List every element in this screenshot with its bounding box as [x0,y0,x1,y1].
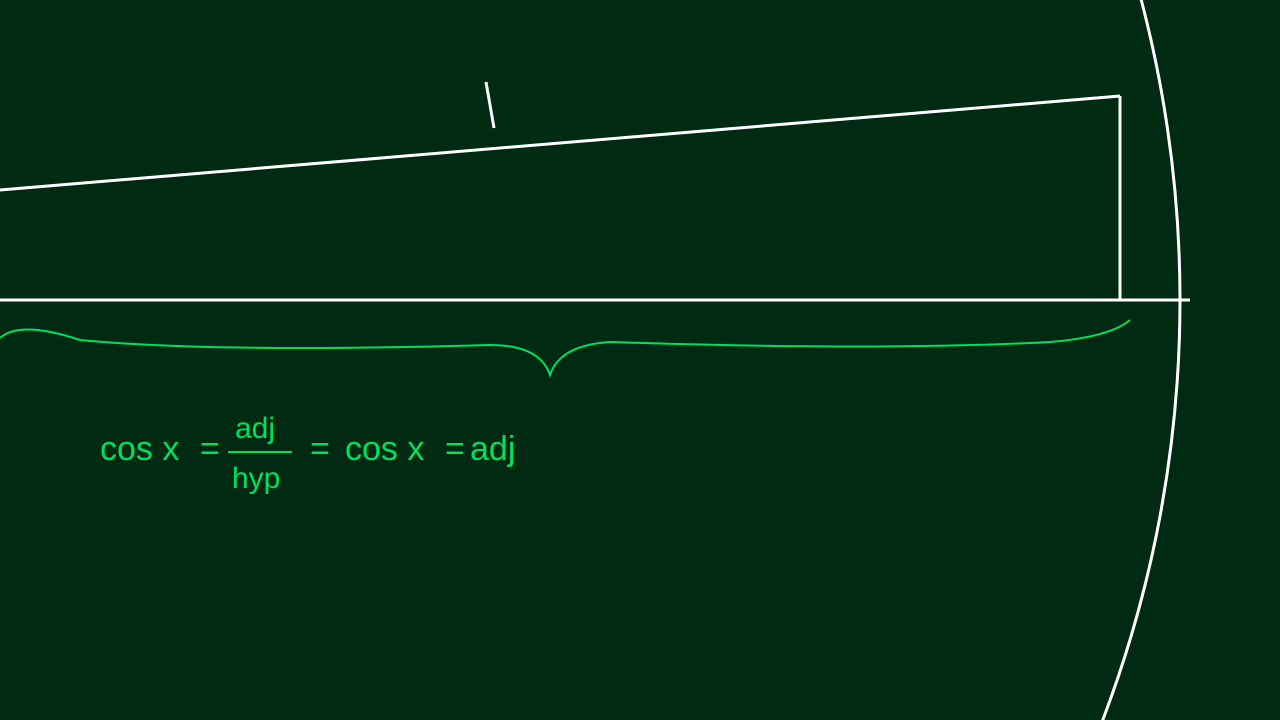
formula-cosx1: cos x [100,430,179,468]
formula-adj: adj [235,412,275,445]
formula-eq3: = [445,430,465,468]
background [0,0,1280,720]
diagram-canvas: cos x = adj hyp = cos x = adj [0,0,1280,720]
formula-eq2: = [310,430,330,468]
formula-adj2: adj [470,430,515,468]
formula-eq1: = [200,430,220,468]
formula-hyp: hyp [232,462,280,495]
formula-cosx2: cos x [345,430,424,468]
